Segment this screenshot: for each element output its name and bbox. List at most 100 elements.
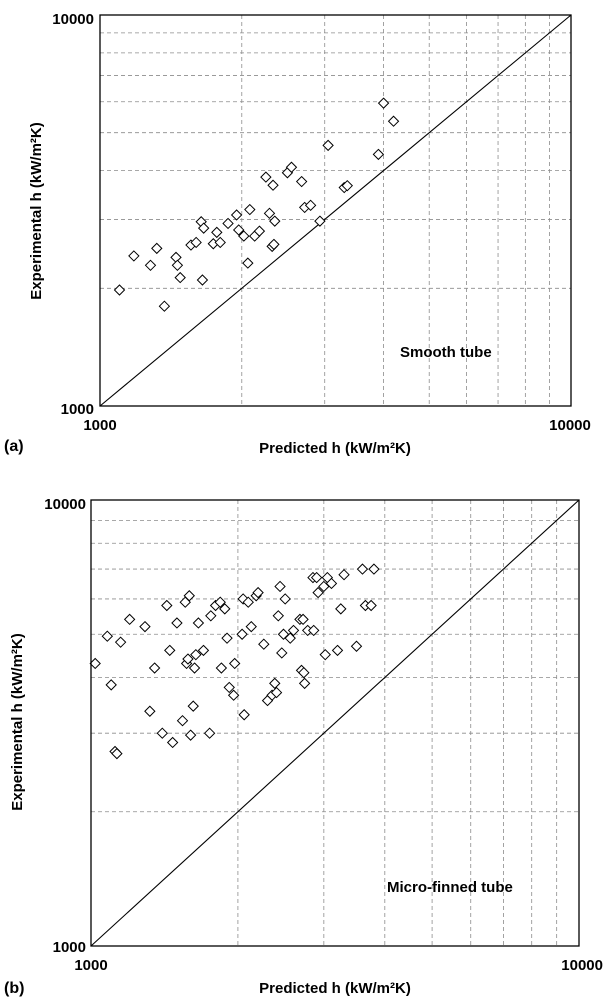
panel-b-data-point <box>279 593 291 605</box>
panel-b-label: (b) <box>4 980 24 997</box>
panel-b-data-point <box>183 590 195 602</box>
panel-a-data-point <box>285 161 298 173</box>
panel-b-data-point <box>161 599 173 612</box>
panel-b-x-axis-label: Predicted h (kW/m²K) <box>259 980 411 997</box>
panel-b-data-point <box>325 577 338 590</box>
panel-b-data-point <box>171 617 183 629</box>
panel-b-data-point <box>368 563 380 575</box>
panel-a-points <box>113 97 400 312</box>
panel-b-data-point <box>123 613 136 626</box>
panel-a-data-point <box>314 215 326 227</box>
panel-a-data-point <box>222 217 234 230</box>
panel-b-data-point <box>192 617 205 629</box>
panel-b-data-point <box>272 610 285 622</box>
panel-a-data-point <box>238 230 250 242</box>
panel-a-data-point <box>260 171 272 183</box>
panel-b-data-point <box>269 677 281 690</box>
panel-b-data-point <box>166 736 179 749</box>
panel-b-y-axis-label: Experimental h (kW/m²K) <box>9 633 26 811</box>
panel-b-x-tick-left: 1000 <box>74 957 107 974</box>
panel-a-plot-frame <box>99 14 572 407</box>
panel-b-data-point <box>227 689 240 701</box>
panel-b-data-point <box>298 666 310 679</box>
panel-b-annotation: Micro-finned tube <box>387 879 513 896</box>
panel-b-data-point <box>101 630 114 642</box>
panel-b-data-point <box>319 648 331 661</box>
panel-a-data-point <box>214 236 226 249</box>
panel-b-data-point <box>139 620 151 633</box>
panel-a-data-point <box>174 271 186 284</box>
panel-a-data-point <box>196 274 209 286</box>
panel-b-data-point <box>219 603 231 615</box>
panel-b-data-point <box>335 603 347 615</box>
panel-a-data-point <box>158 300 171 312</box>
panel-a-data-point <box>377 97 390 109</box>
panel-a-y-axis-label: Experimental h (kW/m²K) <box>28 122 45 300</box>
panel-a-data-point <box>144 259 157 272</box>
panel-b-data-point <box>297 613 309 626</box>
panel-a-grid <box>100 15 571 406</box>
panel-a-data-point <box>263 207 276 220</box>
panel-b-data-point <box>184 729 197 741</box>
panel-a-data-point <box>211 226 223 239</box>
panel-b-data-point <box>287 624 300 637</box>
panel-b-data-point <box>356 563 369 575</box>
panel-a-data-point <box>387 115 400 127</box>
panel-a-data-point <box>242 257 254 269</box>
panel-b-plot-frame <box>90 499 580 947</box>
panel-b-data-point <box>203 727 216 739</box>
panel-b-x-tick-right: 10000 <box>561 957 603 974</box>
panel-a-data-point <box>372 148 385 161</box>
panel-b-data-point <box>164 644 176 657</box>
panel-b-data-point <box>156 727 169 739</box>
panel-b-data-point <box>187 700 199 712</box>
panel-b-data-point <box>274 580 286 593</box>
panel-b-data-point <box>236 628 248 640</box>
panel-b-grid <box>91 500 579 946</box>
panel-b-data-point <box>312 586 324 599</box>
panel-a-x-tick-right: 10000 <box>549 417 591 434</box>
panel-a-data-point <box>295 175 308 188</box>
panel-b-data-point <box>284 632 296 644</box>
panel-a-data-point <box>232 224 245 236</box>
panel-b-points <box>89 563 380 760</box>
panel-b-data-point <box>190 648 202 661</box>
panel-b-data-point <box>188 662 201 674</box>
panel-b-data-point <box>238 709 250 721</box>
panel-a-annotation: Smooth tube <box>400 344 492 361</box>
panel-a-data-point <box>304 199 317 212</box>
panel-b-data-point <box>148 662 161 674</box>
panel-b-data-point <box>111 747 123 760</box>
panel-a-data-point <box>267 179 279 191</box>
panel-b-data-point <box>228 657 241 670</box>
panel-b-data-point <box>307 624 320 637</box>
panel-b-data-point <box>176 714 189 727</box>
panel-b-data-point <box>350 640 363 652</box>
panel-a-data-point <box>190 236 202 249</box>
panel-b-data-point <box>105 679 117 691</box>
panel-b-data-point <box>338 568 350 581</box>
panel-b-y-tick-top: 10000 <box>44 496 86 513</box>
panel-a-data-point <box>128 250 140 262</box>
panel-a-data-point <box>341 179 354 192</box>
panel-b-data-point <box>144 705 156 717</box>
panel-a-y-tick-top: 10000 <box>52 11 94 28</box>
panel-b-data-point <box>331 644 344 657</box>
panel-a-x-axis-label: Predicted h (kW/m²K) <box>259 440 411 457</box>
panel-a-data-point <box>244 203 256 216</box>
panel-b-data-point <box>298 677 311 690</box>
panel-a-label: (a) <box>4 438 24 455</box>
panel-a-data-point <box>269 215 281 227</box>
panel-b-data-point <box>245 620 257 633</box>
panel-a: 10000 1000 1000 10000 Smooth tube Predic… <box>4 11 591 457</box>
panel-a-x-tick-left: 1000 <box>83 417 116 434</box>
panel-b-data-point <box>276 647 288 659</box>
panel-b-data-point <box>223 681 235 694</box>
panel-b-data-point <box>89 657 101 670</box>
panel-a-data-point <box>268 238 280 251</box>
panel-b-data-point <box>215 662 228 674</box>
panel-a-data-point <box>230 209 243 221</box>
panel-b-data-point <box>242 596 254 608</box>
